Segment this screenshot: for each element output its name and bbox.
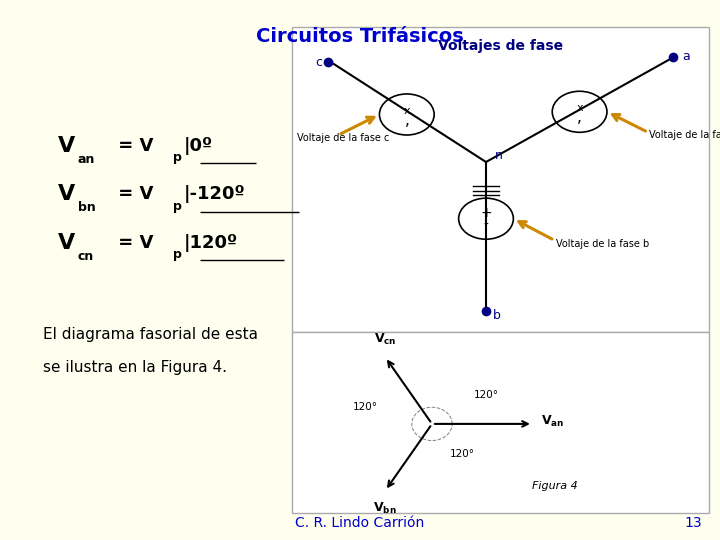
- Text: p: p: [173, 151, 181, 164]
- Text: $\mathbf{V_{bn}}$: $\mathbf{V_{bn}}$: [374, 501, 397, 516]
- Text: se ilustra en la Figura 4.: se ilustra en la Figura 4.: [43, 360, 228, 375]
- Text: = V: = V: [112, 185, 153, 204]
- Text: 120°: 120°: [474, 390, 499, 400]
- Text: Voltaje de la fase b: Voltaje de la fase b: [556, 239, 649, 249]
- Text: = V: = V: [112, 137, 153, 155]
- Text: Voltajes de fase: Voltajes de fase: [438, 39, 563, 53]
- Text: $\mathbf{V_{cn}}$: $\mathbf{V_{cn}}$: [374, 332, 397, 347]
- Text: ,: ,: [405, 113, 409, 128]
- Text: Voltaje de la fase c: Voltaje de la fase c: [297, 133, 390, 143]
- Text: an: an: [78, 153, 95, 166]
- FancyBboxPatch shape: [292, 332, 709, 513]
- Text: -: -: [484, 218, 488, 232]
- FancyBboxPatch shape: [292, 27, 709, 332]
- Text: b: b: [493, 309, 501, 322]
- Text: p: p: [173, 248, 181, 261]
- Text: c: c: [315, 56, 323, 69]
- Text: +: +: [480, 206, 492, 220]
- Text: C. R. Lindo Carrión: C. R. Lindo Carrión: [295, 516, 425, 530]
- Text: p: p: [173, 200, 181, 213]
- Text: El diagrama fasorial de esta: El diagrama fasorial de esta: [43, 327, 258, 342]
- Text: x: x: [576, 103, 583, 113]
- Text: $\mathbf{V_{an}}$: $\mathbf{V_{an}}$: [541, 414, 564, 429]
- Text: = V: = V: [112, 234, 153, 252]
- Text: cn: cn: [78, 250, 94, 263]
- Text: V: V: [58, 136, 75, 156]
- Text: a: a: [683, 50, 690, 63]
- Text: 120°: 120°: [450, 449, 475, 460]
- Text: V: V: [58, 184, 75, 205]
- Text: n: n: [495, 149, 503, 163]
- Text: x: x: [403, 106, 410, 116]
- Text: |0º: |0º: [184, 137, 212, 155]
- Text: 13: 13: [685, 516, 702, 530]
- Text: |120º: |120º: [184, 234, 238, 252]
- Text: V: V: [58, 233, 75, 253]
- Text: Figura 4: Figura 4: [531, 481, 577, 491]
- Text: Voltaje de la fase a: Voltaje de la fase a: [649, 130, 720, 140]
- Text: 120°: 120°: [353, 402, 378, 413]
- Text: |-120º: |-120º: [184, 185, 246, 204]
- Text: bn: bn: [78, 201, 96, 214]
- Text: Circuitos Trifásicos: Circuitos Trifásicos: [256, 27, 464, 46]
- Text: ,: ,: [577, 110, 582, 125]
